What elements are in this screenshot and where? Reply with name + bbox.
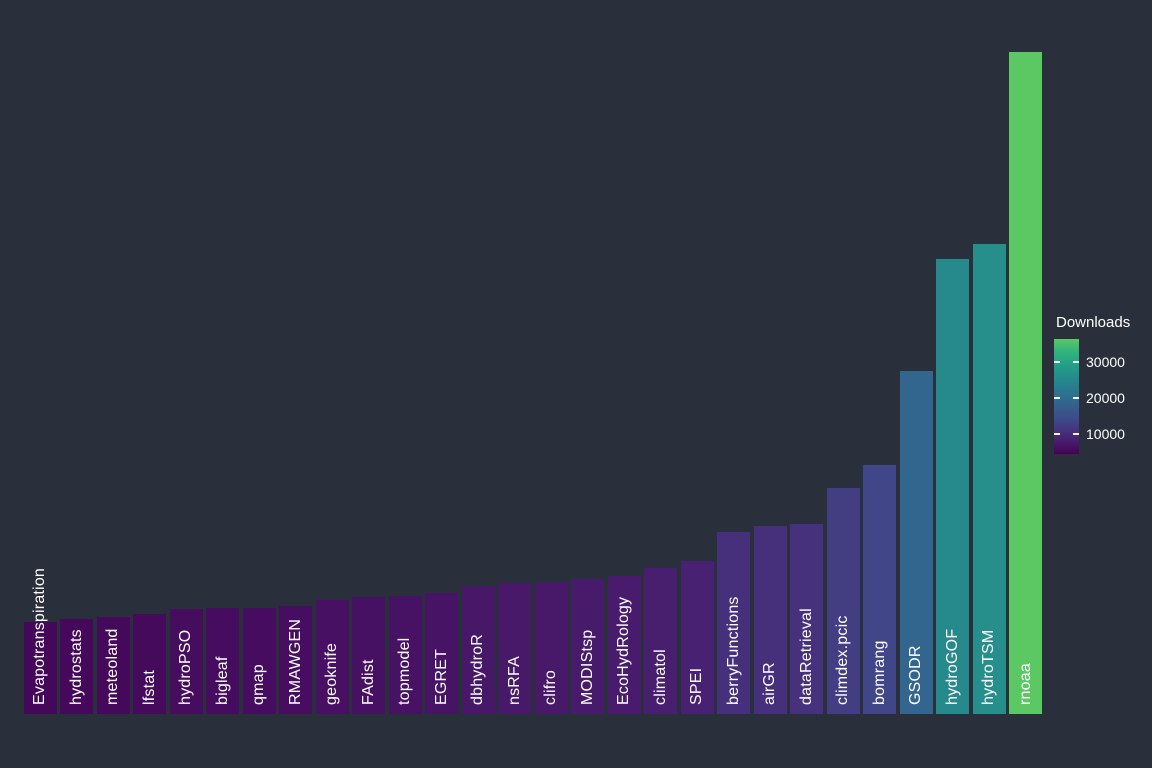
colorbar-tick-mark bbox=[1054, 361, 1060, 363]
bar-label: meteoland bbox=[104, 628, 121, 705]
colorbar-tick-mark bbox=[1054, 433, 1060, 435]
bar bbox=[23, 622, 57, 714]
legend-title: Downloads bbox=[1056, 314, 1131, 331]
bar bbox=[790, 524, 823, 714]
bar-label: hydrostats bbox=[67, 629, 85, 705]
bar bbox=[717, 532, 750, 714]
bar bbox=[352, 597, 385, 714]
colorbar-tick-label: 30000 bbox=[1086, 354, 1125, 370]
bar bbox=[644, 568, 677, 714]
colorbar-tick-mark bbox=[1054, 397, 1060, 399]
bar bbox=[607, 576, 641, 714]
colorbar-tick-mark bbox=[1073, 361, 1079, 363]
bar-label: clifro bbox=[542, 670, 559, 705]
bar-label: geoknife bbox=[323, 642, 340, 705]
bar bbox=[425, 593, 458, 714]
bar bbox=[315, 600, 349, 714]
bar bbox=[936, 259, 969, 714]
bar bbox=[279, 606, 312, 714]
bar-label: bomrang bbox=[870, 640, 888, 705]
colorbar-gradient bbox=[1054, 339, 1079, 454]
bar-label: dbhydroR bbox=[469, 634, 486, 705]
bar-label: berryFunctions bbox=[724, 596, 742, 705]
bar-label: hydroTSM bbox=[980, 629, 997, 705]
bar-label: nsRFA bbox=[505, 655, 523, 705]
bar bbox=[534, 582, 568, 714]
bar-label: SPEI bbox=[688, 667, 705, 705]
bar bbox=[133, 614, 166, 714]
bar-label: airGR bbox=[761, 662, 778, 705]
bar-label: rnoaa bbox=[1016, 663, 1034, 705]
bar bbox=[96, 617, 130, 714]
bar bbox=[571, 579, 604, 714]
bar-label: EcoHydRology bbox=[615, 596, 632, 705]
bar-label: qmap bbox=[250, 664, 267, 705]
bar bbox=[242, 608, 276, 714]
colorbar-tick-mark bbox=[1073, 433, 1079, 435]
bar-label: hydroPSO bbox=[177, 629, 194, 705]
colorbar-tick-label: 10000 bbox=[1086, 425, 1125, 442]
bar bbox=[169, 609, 203, 714]
bar-label: hydroGOF bbox=[943, 628, 961, 705]
bar bbox=[388, 596, 422, 714]
bar bbox=[206, 608, 239, 714]
bar-label: climdex.pcic bbox=[834, 615, 851, 705]
bar-label: MODIStsp bbox=[578, 629, 596, 705]
bar-label: EGRET bbox=[432, 648, 450, 705]
bar bbox=[498, 583, 531, 714]
bar-label: topmodel bbox=[396, 637, 413, 705]
bar bbox=[863, 465, 896, 714]
bar-label: FAdist bbox=[359, 659, 377, 705]
bar-label: climatol bbox=[651, 649, 669, 705]
bar bbox=[680, 561, 714, 714]
bar bbox=[753, 526, 787, 714]
bar bbox=[461, 586, 495, 714]
bar-label: dataRetrieval bbox=[797, 608, 815, 705]
bar bbox=[972, 244, 1006, 714]
bar-label: lfstat bbox=[140, 670, 158, 705]
bar bbox=[826, 488, 860, 714]
bar bbox=[1009, 52, 1042, 714]
colorbar-tick-label: 20000 bbox=[1086, 389, 1125, 406]
colorbar-tick-mark bbox=[1073, 397, 1079, 399]
bar-label: Evapotranspiration bbox=[31, 567, 48, 705]
bar bbox=[60, 619, 93, 714]
bar-label: bigleaf bbox=[213, 656, 231, 705]
bar-label: GSODR bbox=[907, 645, 924, 705]
bar bbox=[899, 371, 933, 714]
bar-label: RMAWGEN bbox=[286, 618, 304, 705]
